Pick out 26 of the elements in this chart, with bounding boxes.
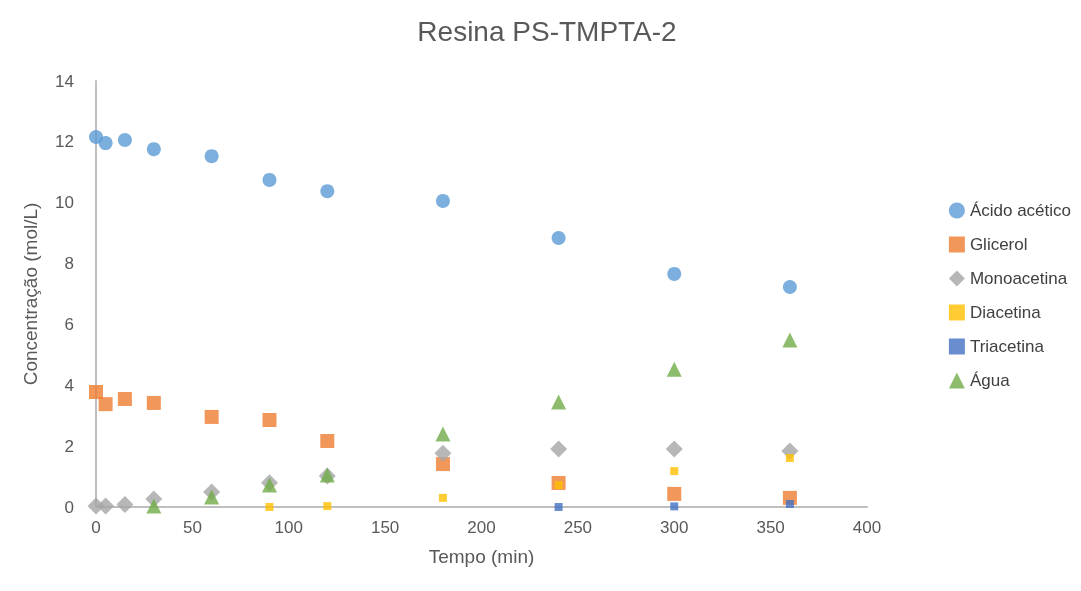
- legend-label: Monoacetina: [969, 269, 1068, 288]
- x-tick-label: 150: [370, 518, 400, 537]
- y-tick-label: 0: [64, 497, 74, 517]
- chart-title: Resina PS-TMPTA-2: [417, 15, 677, 47]
- legend-label: Água: [969, 371, 1011, 390]
- x-axis-title: Tempo (min): [428, 546, 535, 567]
- x-tick-label: 50: [182, 518, 202, 537]
- x-tick-label: 400: [852, 518, 882, 537]
- legend-label: Glicerol: [969, 235, 1028, 254]
- x-tick-label: 100: [274, 518, 303, 537]
- y-tick-label: 6: [64, 314, 74, 334]
- y-tick-label: 8: [64, 254, 74, 274]
- y-tick-label: 2: [64, 436, 74, 456]
- x-tick-label: 250: [563, 518, 593, 537]
- y-tick-label: 4: [64, 375, 74, 395]
- x-tick-label: 200: [467, 518, 496, 537]
- legend-label: Diacetina: [969, 303, 1042, 322]
- y-tick-label: 14: [55, 71, 74, 91]
- x-tick-label: 0: [91, 518, 101, 537]
- legend-label: Ácido acético: [969, 201, 1072, 220]
- y-axis-title: Concentração (mol/L): [20, 202, 41, 386]
- y-tick-label: 10: [55, 193, 74, 213]
- legend-label: Triacetina: [969, 337, 1045, 356]
- x-tick-label: 300: [660, 518, 689, 537]
- x-tick-label: 350: [756, 518, 785, 537]
- y-tick-label: 12: [55, 132, 74, 152]
